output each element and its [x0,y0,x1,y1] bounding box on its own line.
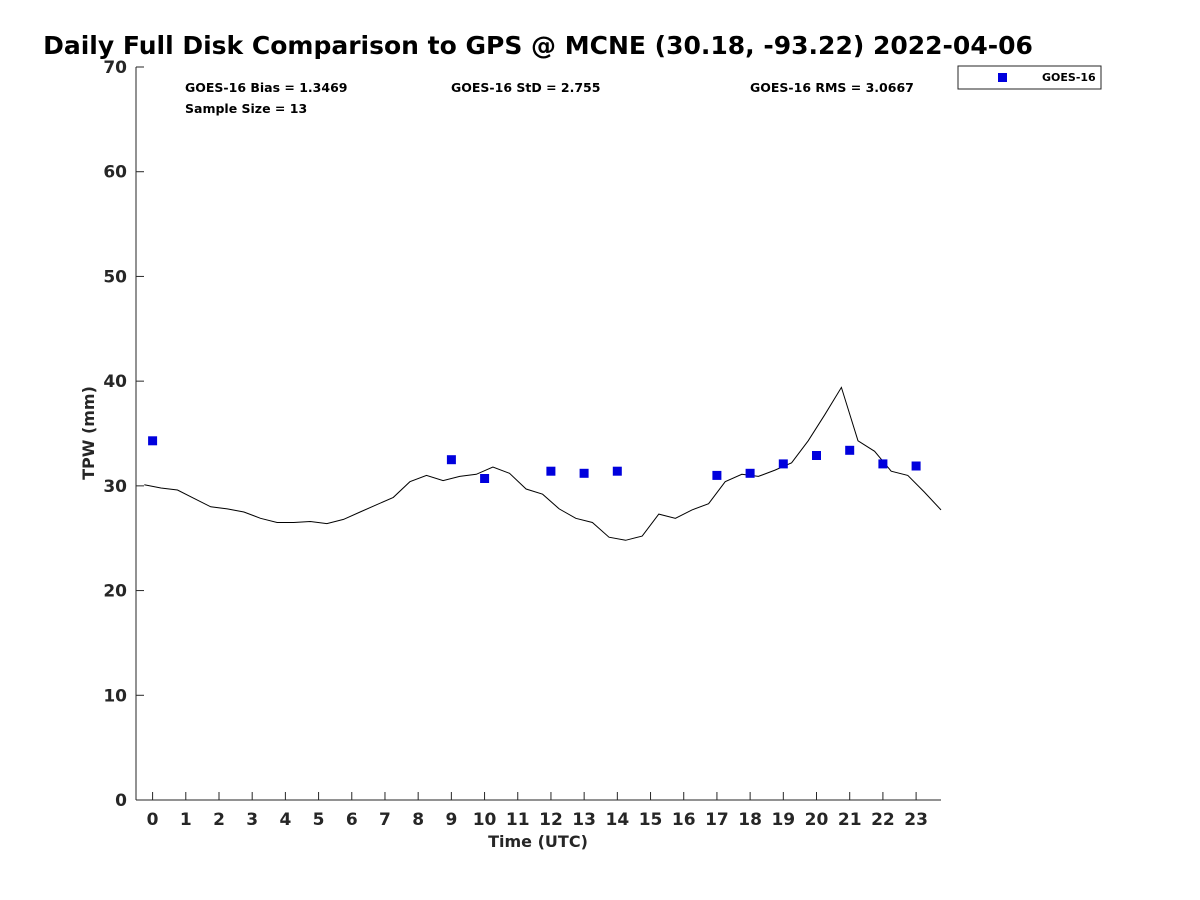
y-axis-label: TPW (mm) [79,386,98,480]
stat-rms: GOES-16 RMS = 3.0667 [750,80,914,95]
x-ticks: 0 1 2 3 4 5 6 7 8 9 10 11 12 13 14 15 16 17 18 19 20 21 22 23 [147,792,928,830]
legend-box [957,65,1102,90]
x-tick-label: 7 [379,810,391,830]
y-ticks: 0 10 20 30 40 50 60 70 [103,58,144,811]
chart-title: Daily Full Disk Comparison to GPS @ MCNE… [43,31,1033,60]
goes16-point [546,466,556,476]
x-tick-label: 12 [539,810,563,830]
goes16-point [148,436,158,446]
x-tick-label: 15 [639,810,663,830]
goes16-point [778,459,788,469]
stat-sample-size: Sample Size = 13 [185,101,307,116]
goes16-point [579,468,589,478]
x-tick-label: 13 [572,810,596,830]
legend-marker [998,73,1007,82]
gps-line-layer [144,386,942,541]
y-tick-label: 0 [115,791,127,811]
y-tick-label: 20 [103,582,127,602]
x-tick-label: 14 [606,810,630,830]
x-tick-label: 16 [672,810,696,830]
legend: GOES-16 [957,65,1102,90]
y-tick-label: 50 [103,267,127,287]
goes16-point [480,474,490,483]
legend-label: GOES-16 [1042,71,1096,84]
x-tick-label: 21 [838,810,862,830]
goes16-point [911,461,921,471]
x-tick-label: 18 [738,810,762,830]
goes16-point [845,445,855,455]
y-tick-label: 10 [103,686,127,706]
stat-std: GOES-16 StD = 2.755 [451,80,600,95]
x-tick-label: 19 [771,810,795,830]
x-tick-label: 6 [346,810,358,830]
x-tick-label: 10 [473,810,497,830]
x-tick-label: 2 [213,810,225,830]
goes16-point [446,455,456,465]
goes16-point [612,466,622,476]
x-tick-label: 5 [313,810,325,830]
y-tick-label: 30 [103,477,127,497]
x-tick-label: 9 [445,810,457,830]
x-axis-label: Time (UTC) [488,832,588,851]
gps-tpw-line [144,386,942,541]
x-tick-label: 22 [871,810,895,830]
goes16-point [878,459,888,469]
stat-bias: GOES-16 Bias = 1.3469 [185,80,347,95]
goes16-point-layer [148,436,921,483]
x-tick-label: 3 [246,810,258,830]
x-tick-label: 17 [705,810,729,830]
y-tick-label: 70 [103,58,127,78]
x-tick-label: 0 [147,810,159,830]
x-tick-label: 23 [904,810,928,830]
y-tick-label: 60 [103,163,127,183]
goes16-point [812,451,821,460]
x-tick-label: 8 [412,810,424,830]
y-tick-label: 40 [103,372,127,392]
goes16-point [712,470,722,480]
goes16-point [745,468,755,478]
x-tick-label: 1 [180,810,192,830]
x-tick-label: 20 [805,810,829,830]
x-tick-label: 4 [279,810,291,830]
x-tick-label: 11 [506,810,530,830]
